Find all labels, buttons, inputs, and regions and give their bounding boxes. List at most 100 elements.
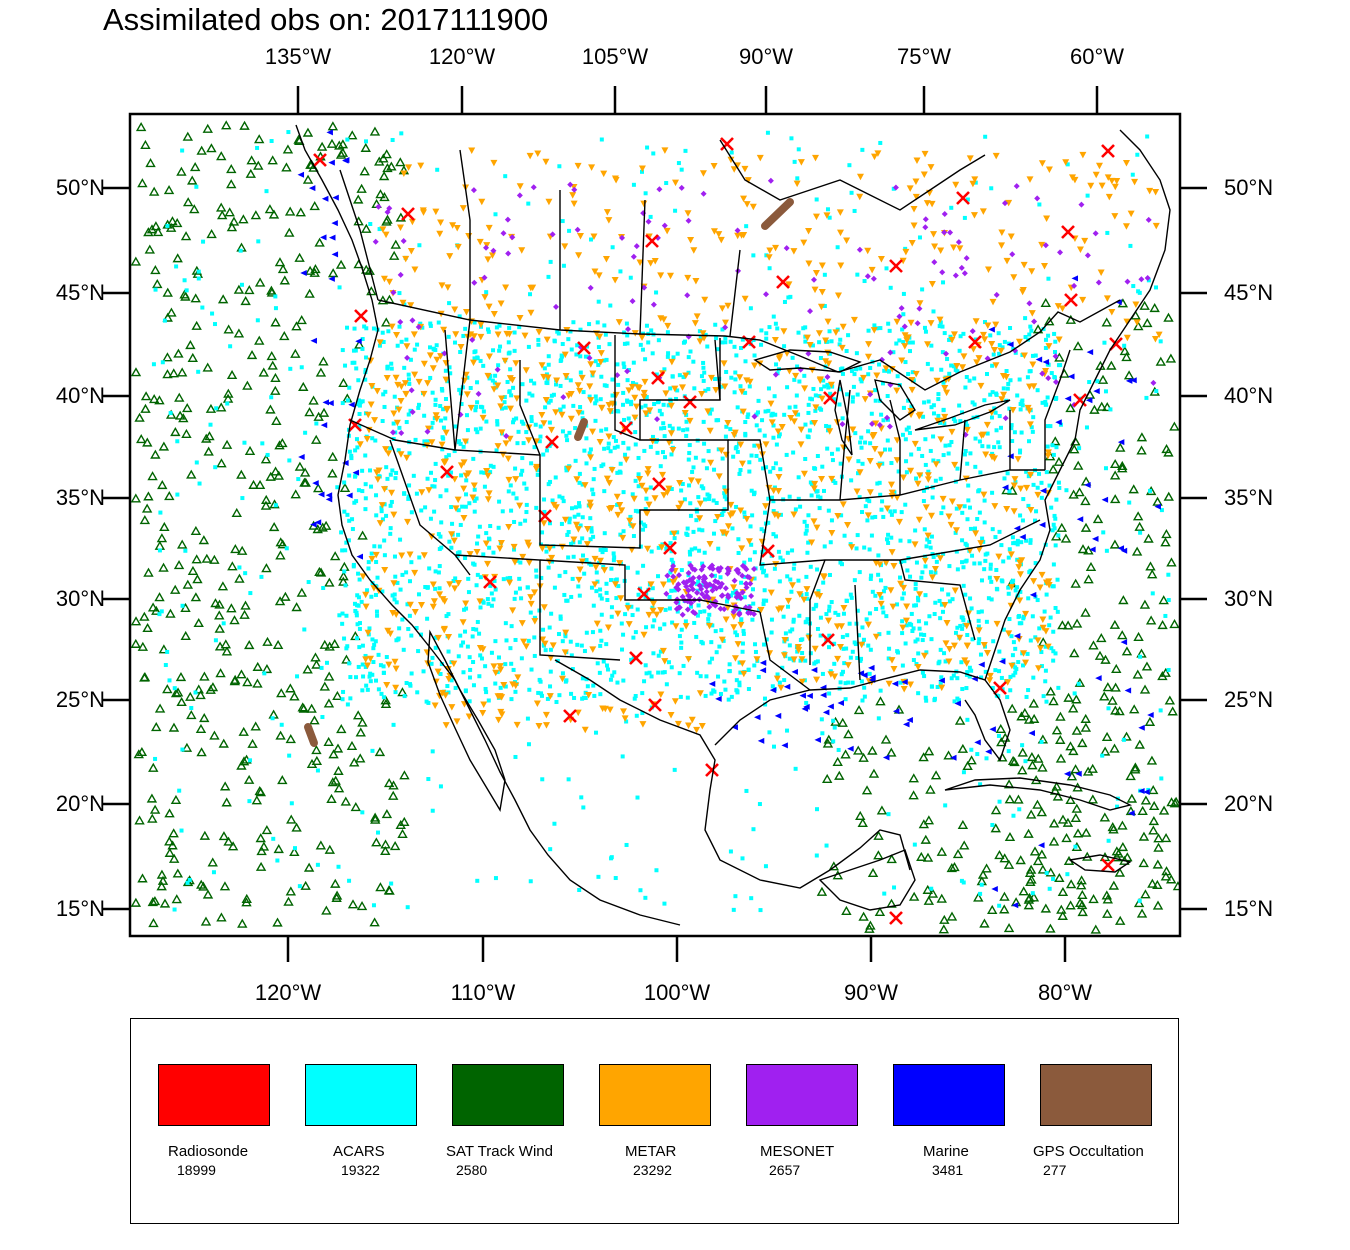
acars-point	[448, 371, 453, 376]
metar-point	[603, 475, 611, 483]
acars-point	[557, 494, 562, 499]
sat-track-wind-point	[176, 539, 188, 549]
acars-point	[867, 671, 872, 676]
sat-track-wind-point	[1136, 908, 1148, 918]
sat-track-wind-point	[130, 256, 142, 266]
sat-track-wind-point	[977, 869, 989, 879]
sat-track-wind-point	[166, 307, 177, 317]
acars-point	[697, 329, 702, 334]
acars-point	[709, 640, 714, 645]
acars-point	[776, 549, 781, 554]
acars-point	[363, 453, 368, 458]
acars-point	[609, 614, 614, 619]
acars-point	[827, 424, 832, 429]
metar-point	[836, 643, 844, 651]
acars-point	[453, 685, 458, 690]
acars-point	[997, 799, 1002, 804]
acars-point	[493, 681, 498, 686]
sat-track-wind-point	[291, 822, 302, 832]
acars-point	[430, 655, 435, 660]
sat-track-wind-point	[158, 441, 170, 451]
metar-point	[1009, 407, 1017, 414]
metar-point	[1043, 215, 1051, 223]
metar-point	[980, 642, 988, 649]
radiosonde-point	[629, 651, 643, 665]
great-lakes-superior	[753, 349, 862, 373]
metar-point	[899, 474, 907, 482]
acars-point	[472, 320, 477, 325]
acars-point	[878, 326, 883, 331]
metar-point	[811, 480, 819, 488]
acars-point	[486, 698, 491, 703]
acars-point	[642, 448, 647, 453]
sat-track-wind-point	[254, 335, 265, 345]
acars-point	[955, 676, 960, 681]
acars-point	[1028, 540, 1033, 545]
sat-track-wind-point	[1044, 316, 1055, 326]
metar-point	[548, 554, 556, 562]
acars-point	[907, 349, 912, 354]
acars-point	[681, 340, 686, 345]
left-lat-label: 25°N	[55, 687, 105, 712]
metar-point	[839, 501, 847, 508]
acars-point	[439, 520, 444, 525]
acars-point	[363, 377, 368, 382]
acars-point	[608, 677, 613, 682]
metar-point	[681, 409, 689, 417]
acars-point	[1025, 651, 1030, 656]
acars-point	[449, 470, 454, 475]
metar-point	[457, 344, 465, 351]
sat-track-wind-point	[327, 121, 339, 131]
metar-point	[941, 602, 949, 609]
metar-point	[893, 318, 901, 326]
acars-point	[988, 566, 993, 571]
acars-point	[1006, 381, 1011, 386]
acars-point	[576, 584, 581, 589]
acars-point	[860, 147, 865, 152]
sat-track-wind-point	[130, 493, 142, 503]
acars-point	[759, 566, 764, 571]
acars-point	[578, 327, 583, 332]
acars-point	[475, 430, 480, 435]
metar-point	[628, 383, 636, 391]
metar-point	[757, 606, 765, 614]
acars-point	[466, 576, 471, 581]
acars-point	[1028, 538, 1033, 543]
acars-point	[463, 504, 468, 509]
acars-point	[355, 593, 360, 598]
mesonet-point	[922, 224, 929, 231]
marine-point	[312, 480, 319, 487]
acars-point	[887, 646, 892, 651]
acars-point	[775, 326, 780, 331]
sat-track-wind-point	[300, 477, 311, 487]
acars-point	[644, 671, 649, 676]
acars-point	[455, 551, 460, 556]
mesonet-point	[503, 432, 510, 439]
acars-point	[936, 392, 941, 397]
metar-point	[696, 690, 704, 697]
acars-point	[857, 570, 862, 575]
metar-point	[525, 437, 533, 444]
acars-point	[369, 484, 374, 489]
metar-point	[850, 316, 858, 324]
metar-point	[772, 244, 780, 252]
metar-point	[1004, 679, 1012, 686]
acars-point	[764, 573, 769, 578]
metar-point	[363, 436, 371, 443]
metar-point	[1040, 263, 1048, 270]
acars-point	[1015, 595, 1020, 600]
acars-point	[762, 588, 767, 593]
acars-point	[794, 393, 799, 398]
acars-point	[792, 377, 797, 382]
metar-point	[663, 227, 671, 235]
metar-point	[843, 237, 851, 245]
acars-point	[736, 537, 741, 542]
metar-point	[381, 566, 389, 574]
acars-point	[711, 531, 716, 536]
acars-point	[685, 427, 690, 432]
acars-point	[749, 453, 754, 458]
acars-point	[997, 343, 1002, 348]
sat-track-wind-point	[176, 166, 187, 176]
acars-point	[691, 359, 696, 364]
acars-point	[153, 287, 158, 292]
